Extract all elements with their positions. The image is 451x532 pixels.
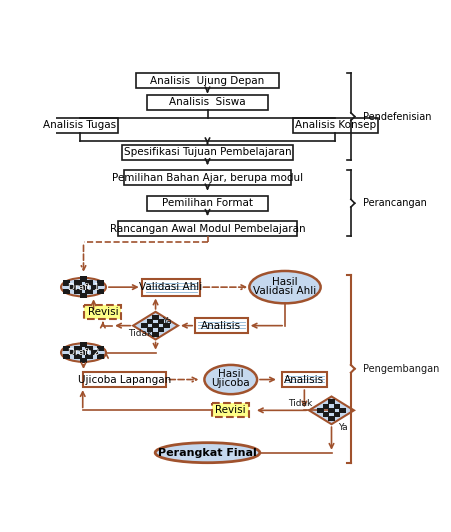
FancyBboxPatch shape bbox=[41, 118, 118, 133]
Text: Validasi Ahli: Validasi Ahli bbox=[253, 286, 317, 296]
Polygon shape bbox=[74, 346, 82, 351]
Text: Analisis: Analisis bbox=[284, 375, 324, 385]
Text: Perancangan: Perancangan bbox=[363, 198, 426, 208]
Text: Hasil: Hasil bbox=[272, 277, 298, 287]
FancyBboxPatch shape bbox=[122, 145, 293, 160]
Polygon shape bbox=[69, 350, 76, 355]
FancyBboxPatch shape bbox=[293, 118, 378, 133]
Text: Tidak: Tidak bbox=[128, 329, 152, 338]
Polygon shape bbox=[97, 354, 104, 359]
Polygon shape bbox=[328, 408, 335, 413]
Polygon shape bbox=[152, 323, 159, 328]
Polygon shape bbox=[323, 412, 329, 417]
Text: Analisis Konsep: Analisis Konsep bbox=[295, 120, 376, 130]
Ellipse shape bbox=[61, 343, 106, 362]
Polygon shape bbox=[80, 293, 87, 298]
Text: Pengembangan: Pengembangan bbox=[363, 364, 439, 374]
Polygon shape bbox=[97, 280, 104, 286]
FancyBboxPatch shape bbox=[142, 279, 200, 296]
Polygon shape bbox=[309, 396, 354, 424]
Polygon shape bbox=[163, 323, 170, 328]
Ellipse shape bbox=[249, 271, 321, 303]
Text: Revisi: Revisi bbox=[87, 307, 118, 317]
Polygon shape bbox=[74, 289, 82, 294]
Polygon shape bbox=[334, 412, 340, 417]
Polygon shape bbox=[63, 280, 70, 286]
Text: Analisis  Siswa: Analisis Siswa bbox=[169, 97, 246, 107]
Polygon shape bbox=[152, 331, 159, 337]
Text: Pendefenisian: Pendefenisian bbox=[363, 112, 431, 122]
Polygon shape bbox=[80, 276, 87, 281]
Text: Revisi: Revisi bbox=[216, 405, 246, 415]
FancyBboxPatch shape bbox=[282, 372, 327, 387]
Polygon shape bbox=[63, 346, 70, 351]
Text: Ya: Ya bbox=[338, 423, 347, 432]
Text: Pemilihan Format: Pemilihan Format bbox=[162, 198, 253, 208]
Polygon shape bbox=[91, 350, 98, 355]
Polygon shape bbox=[328, 399, 335, 404]
FancyBboxPatch shape bbox=[195, 318, 248, 334]
Polygon shape bbox=[69, 285, 76, 290]
Polygon shape bbox=[91, 285, 98, 290]
Polygon shape bbox=[97, 346, 104, 351]
Polygon shape bbox=[85, 346, 93, 351]
Polygon shape bbox=[323, 404, 329, 409]
Ellipse shape bbox=[155, 443, 260, 463]
FancyBboxPatch shape bbox=[83, 372, 166, 387]
FancyBboxPatch shape bbox=[147, 196, 267, 211]
FancyBboxPatch shape bbox=[136, 73, 279, 88]
Polygon shape bbox=[133, 312, 178, 339]
Polygon shape bbox=[318, 408, 324, 413]
Polygon shape bbox=[80, 350, 87, 355]
Polygon shape bbox=[152, 314, 159, 320]
Polygon shape bbox=[85, 289, 93, 294]
Polygon shape bbox=[147, 327, 153, 332]
Text: Pemilihan Bahan Ajar, berupa modul: Pemilihan Bahan Ajar, berupa modul bbox=[112, 173, 303, 183]
Text: Spesifikasi Tujuan Pembelajaran: Spesifikasi Tujuan Pembelajaran bbox=[124, 147, 291, 157]
Text: Ujicoba: Ujicoba bbox=[212, 378, 250, 388]
Text: Analisis  Ujung Depan: Analisis Ujung Depan bbox=[150, 76, 265, 86]
Text: Perangkat Final: Perangkat Final bbox=[158, 448, 257, 458]
Polygon shape bbox=[85, 354, 93, 359]
FancyBboxPatch shape bbox=[118, 221, 297, 236]
Text: Analisis Tugas: Analisis Tugas bbox=[43, 120, 116, 130]
Text: Ujicoba Lapangan: Ujicoba Lapangan bbox=[78, 375, 171, 385]
Polygon shape bbox=[80, 358, 87, 363]
Polygon shape bbox=[63, 354, 70, 359]
Polygon shape bbox=[74, 354, 82, 359]
Polygon shape bbox=[74, 280, 82, 286]
Text: Tidak: Tidak bbox=[288, 399, 313, 408]
FancyBboxPatch shape bbox=[147, 95, 267, 110]
FancyBboxPatch shape bbox=[212, 403, 249, 417]
FancyBboxPatch shape bbox=[124, 170, 291, 186]
Text: Analisis: Analisis bbox=[202, 321, 242, 331]
Polygon shape bbox=[142, 323, 148, 328]
Polygon shape bbox=[97, 289, 104, 294]
Polygon shape bbox=[80, 342, 87, 347]
Text: Draft 2: Draft 2 bbox=[68, 348, 99, 357]
Polygon shape bbox=[158, 327, 164, 332]
Text: Hasil: Hasil bbox=[218, 369, 244, 379]
Polygon shape bbox=[339, 408, 345, 413]
FancyBboxPatch shape bbox=[84, 305, 121, 319]
Polygon shape bbox=[158, 319, 164, 324]
Polygon shape bbox=[85, 280, 93, 286]
Text: Draft 1: Draft 1 bbox=[68, 282, 99, 292]
Polygon shape bbox=[63, 289, 70, 294]
Text: Rancangan Awal Modul Pembelajaran: Rancangan Awal Modul Pembelajaran bbox=[110, 223, 305, 234]
Polygon shape bbox=[80, 285, 87, 290]
Text: Validasi Ahli: Validasi Ahli bbox=[139, 282, 202, 292]
Polygon shape bbox=[147, 319, 153, 324]
Ellipse shape bbox=[204, 365, 257, 394]
Text: Ya: Ya bbox=[162, 317, 171, 326]
Ellipse shape bbox=[61, 278, 106, 296]
Polygon shape bbox=[334, 404, 340, 409]
Polygon shape bbox=[328, 417, 335, 421]
